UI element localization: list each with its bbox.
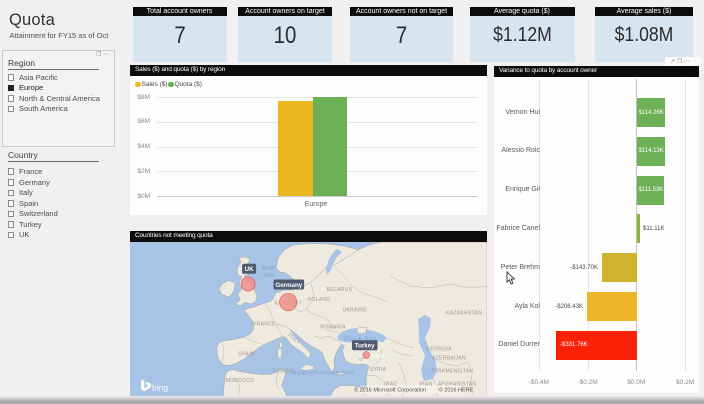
svg-text:SYRIA: SYRIA — [369, 367, 386, 373]
svg-text:TURKMENISTAN: TURKMENISTAN — [430, 368, 473, 374]
svg-text:ROMANIA: ROMANIA — [320, 324, 346, 330]
svg-text:IRAQ: IRAQ — [384, 381, 397, 387]
svg-text:© 2016 Microsoft Corporation: © 2016 Microsoft Corporation — [354, 386, 426, 393]
svg-text:GEORGIA: GEORGIA — [426, 346, 452, 352]
svg-text:Turkey: Turkey — [354, 342, 374, 349]
svg-text:Black Sea: Black Sea — [344, 336, 377, 342]
svg-text:Sea: Sea — [263, 272, 274, 278]
svg-text:AFGHANISTAN: AFGHANISTAN — [437, 381, 476, 387]
svg-text:Mediterranean Sea: Mediterranean Sea — [291, 370, 354, 376]
svg-text:TUNISIA: TUNISIA — [272, 368, 294, 374]
svg-text:UKRAINE: UKRAINE — [342, 307, 367, 313]
svg-text:SPAIN: SPAIN — [238, 351, 254, 357]
svg-text:FRANCE: FRANCE — [253, 321, 276, 327]
svg-text:AZERBAIJAN: AZERBAIJAN — [432, 355, 466, 361]
svg-text:BELARUS: BELARUS — [326, 287, 352, 293]
svg-text:North: North — [261, 265, 275, 271]
svg-text:UK: UK — [244, 266, 253, 273]
svg-text:Germany: Germany — [275, 281, 302, 288]
svg-text:IRAN: IRAN — [419, 381, 432, 387]
svg-text:POLAND: POLAND — [307, 297, 329, 303]
svg-text:KAZAKHSTAN: KAZAKHSTAN — [446, 310, 482, 316]
svg-text:TURKEY: TURKEY — [369, 353, 387, 358]
svg-text:bing: bing — [152, 382, 168, 392]
svg-text:© 2016 HERE: © 2016 HERE — [438, 386, 473, 393]
svg-text:MOROCCO: MOROCCO — [225, 378, 254, 384]
